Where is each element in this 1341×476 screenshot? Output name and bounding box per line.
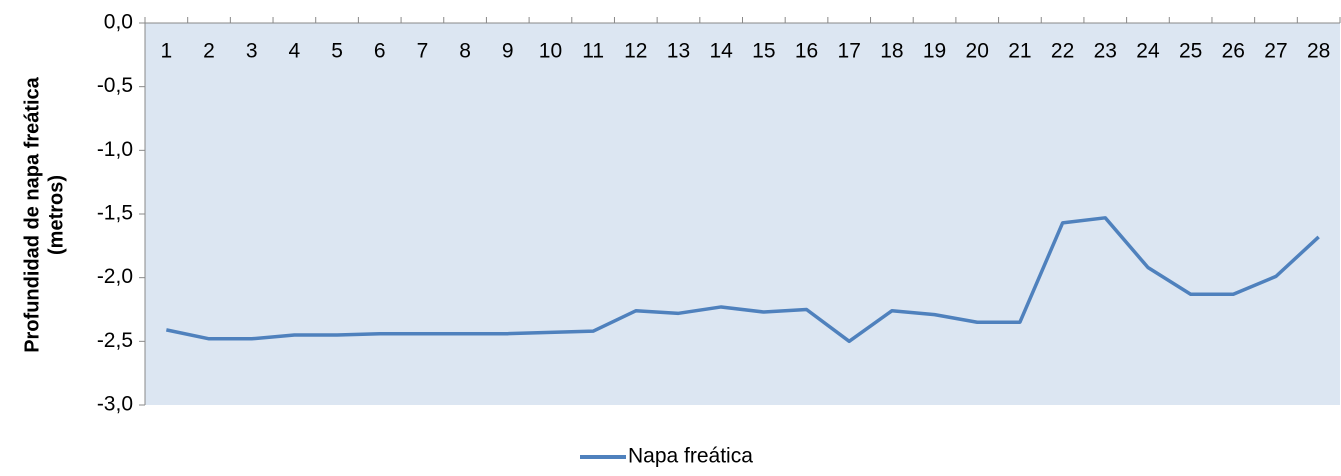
x-tick-label: 17 [838, 40, 861, 63]
y-axis-title: Profundidad de napa freática [21, 76, 43, 352]
y-tick-label: -3,0 [97, 393, 133, 416]
x-tick-label: 15 [752, 40, 775, 63]
x-tick-label: 8 [459, 40, 471, 63]
x-tick-label: 5 [331, 40, 343, 63]
y-tick-label: 0,0 [104, 11, 133, 34]
x-tick-label: 25 [1179, 40, 1202, 63]
x-tick-label: 4 [289, 40, 301, 63]
x-tick-label: 13 [667, 40, 690, 63]
x-tick-label: 20 [966, 40, 989, 63]
x-tick-label: 22 [1051, 40, 1074, 63]
x-tick-label: 1 [160, 40, 172, 63]
x-tick-label: 26 [1222, 40, 1245, 63]
y-tick-label: -1,0 [97, 138, 133, 161]
x-tick-label: 10 [539, 40, 562, 63]
x-tick-label: 12 [624, 40, 647, 63]
y-tick-label: -2,0 [97, 265, 133, 288]
x-tick-label: 11 [582, 40, 604, 63]
x-tick-label: 19 [923, 40, 946, 63]
x-tick-label: 27 [1264, 40, 1287, 63]
x-tick-label: 14 [709, 40, 733, 63]
x-tick-label: 3 [246, 40, 258, 63]
x-tick-label: 16 [795, 40, 818, 63]
legend-label: Napa freática [628, 445, 753, 468]
y-axis-title: (metros) [45, 175, 67, 255]
y-tick-label: -0,5 [97, 74, 133, 97]
y-tick-label: -2,5 [97, 329, 133, 352]
x-tick-label: 24 [1136, 40, 1160, 63]
x-tick-label: 9 [502, 40, 514, 63]
x-tick-label: 6 [374, 40, 386, 63]
x-tick-label: 2 [203, 40, 215, 63]
x-tick-label: 18 [880, 40, 903, 63]
x-tick-label: 23 [1094, 40, 1117, 63]
plot-area [145, 23, 1340, 405]
y-tick-label: -1,5 [97, 202, 133, 225]
x-tick-label: 7 [417, 40, 429, 63]
data-line [165, 216, 1320, 344]
x-tick-label: 28 [1307, 40, 1330, 63]
x-tick-label: 21 [1008, 40, 1031, 63]
